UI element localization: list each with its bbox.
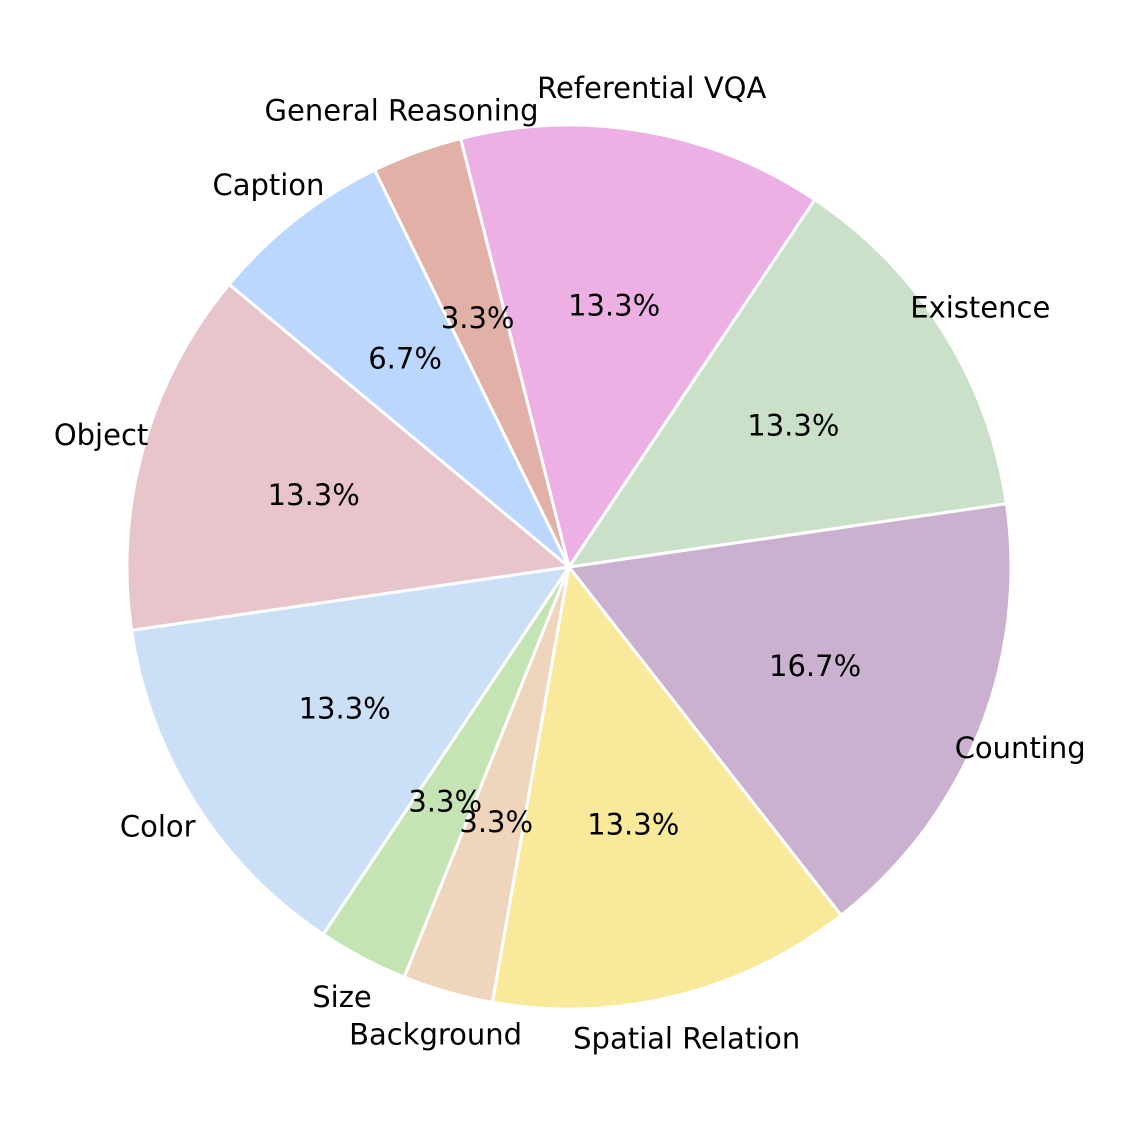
slice-label: Caption <box>212 168 324 202</box>
pie-slice-referential-vqa <box>459 123 817 569</box>
slice-label: Referential VQA <box>537 71 766 105</box>
slice-label: Background <box>349 1018 522 1052</box>
slice-label: Size <box>312 980 372 1014</box>
slice-percent-label: 16.7% <box>769 649 861 683</box>
slice-label: Spatial Relation <box>573 1022 800 1056</box>
slice-percent-label: 13.3% <box>568 289 660 323</box>
slice-percent-label: 13.3% <box>268 478 360 512</box>
slice-percent-label: 13.3% <box>747 409 839 443</box>
pie-slice-existence <box>567 198 1008 569</box>
pie-slice-caption <box>227 168 571 569</box>
slice-percent-label: 3.3% <box>459 805 533 839</box>
slice-label: Object <box>54 418 148 452</box>
pie-slice-object <box>125 282 571 632</box>
slice-label: General Reasoning <box>265 94 539 128</box>
slice-percent-label: 3.3% <box>408 785 482 819</box>
slice-percent-label: 13.3% <box>587 807 679 841</box>
pie-slice-counting <box>567 502 1013 917</box>
slice-label: Counting <box>955 731 1086 765</box>
pie-slice-spatial-relation <box>490 565 843 1011</box>
slice-percent-label: 3.3% <box>441 301 515 335</box>
pie-slice-color <box>130 565 571 936</box>
slice-label: Color <box>120 809 196 843</box>
slice-label: Existence <box>910 291 1050 325</box>
slice-percent-label: 13.3% <box>299 691 391 725</box>
slice-percent-label: 6.7% <box>368 342 442 376</box>
